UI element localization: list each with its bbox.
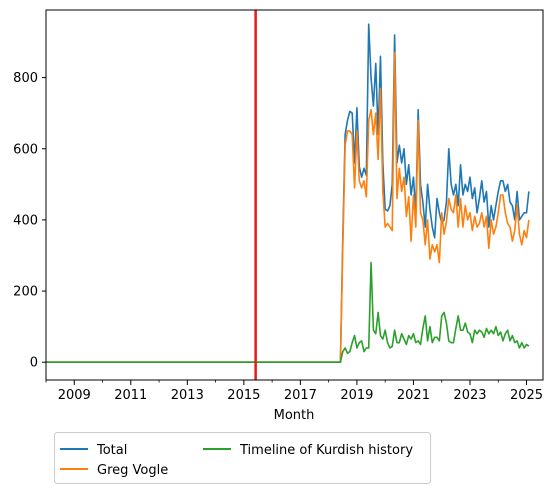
x-axis-label: Month — [274, 408, 315, 423]
y-tick-label: 800 — [13, 71, 38, 86]
x-tick-label: 2015 — [227, 388, 260, 403]
y-tick-label: 200 — [13, 285, 38, 300]
series-line-greg-vogle — [46, 51, 530, 364]
x-tick-label: 2023 — [453, 388, 486, 403]
legend-label-total: Total — [96, 443, 127, 458]
series-line-total — [46, 23, 530, 364]
axes-layer: 0 200 400 600 800 2009 2011 2013 2015 2017 2019 202… — [13, 9, 544, 403]
legend: Total Greg Vogle Timeline of Kurdish his… — [54, 432, 431, 484]
x-tick-label: 2025 — [510, 388, 543, 403]
series-line-timeline-of-kurdish-history — [46, 261, 530, 364]
x-tick-label: 2019 — [340, 388, 373, 403]
x-tick-label: 2017 — [284, 388, 317, 403]
legend-label-greg-vogle: Greg Vogle — [97, 463, 168, 478]
y-tick-label: 0 — [30, 356, 38, 371]
plot-frame — [45, 9, 544, 381]
x-tick-label: 2009 — [58, 388, 91, 403]
legend-box — [54, 432, 431, 484]
x-tick-label: 2011 — [114, 388, 147, 403]
x-tick-label: 2013 — [171, 388, 204, 403]
series-layer — [46, 23, 530, 364]
x-tick-label: 2021 — [397, 388, 430, 403]
legend-label-kurdish-history: Timeline of Kurdish history — [239, 443, 413, 458]
y-tick-label: 600 — [13, 142, 38, 157]
y-tick-label: 400 — [13, 213, 38, 228]
